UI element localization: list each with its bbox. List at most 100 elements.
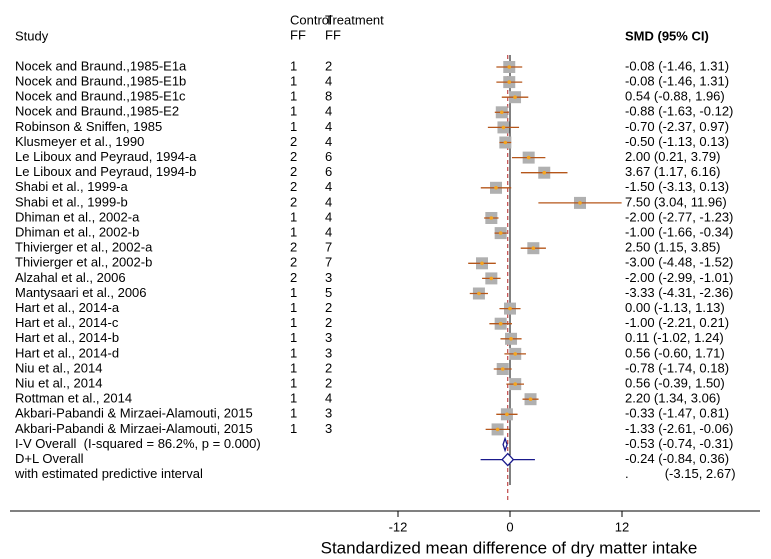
effect-label: -0.33 (-1.47, 0.81) xyxy=(625,406,729,421)
point-estimate xyxy=(498,231,503,235)
treatment-count: 6 xyxy=(325,149,332,164)
study-name: Nocek and Braund.,1985-E2 xyxy=(15,104,179,119)
control-count: 1 xyxy=(290,58,297,73)
point-estimate xyxy=(503,140,508,145)
effect-label: -0.78 (-1.74, 0.18) xyxy=(625,360,729,375)
control-count: 2 xyxy=(290,194,297,209)
point-estimate xyxy=(494,186,498,190)
point-estimate xyxy=(498,321,503,326)
point-estimate xyxy=(489,276,494,281)
study-name: Rottman et al., 2014 xyxy=(15,391,132,406)
treatment-count: 2 xyxy=(325,58,332,73)
treatment-count: 2 xyxy=(325,360,332,375)
point-estimate xyxy=(509,337,513,341)
study-name: Niu et al., 2014 xyxy=(15,376,102,391)
effect-label: -2.00 (-2.99, -1.01) xyxy=(625,270,733,285)
control-count: 1 xyxy=(290,391,297,406)
control-count: 1 xyxy=(290,421,297,436)
study-name: Le Liboux and Peyraud, 1994-a xyxy=(15,149,197,164)
treatment-count: 4 xyxy=(325,194,332,209)
study-name: Dhiman et al., 2002-b xyxy=(15,225,139,240)
effect-label: 7.50 (3.04, 11.96) xyxy=(625,194,727,209)
control-count: 1 xyxy=(290,315,297,330)
study-name: Thivierger et al., 2002-a xyxy=(15,240,153,255)
study-name: Klusmeyer et al., 1990 xyxy=(15,134,144,149)
control-count: 2 xyxy=(290,240,297,255)
study-name: Shabi et al., 1999-b xyxy=(15,194,128,209)
treatment-count: 2 xyxy=(325,315,332,330)
point-estimate xyxy=(542,170,547,175)
effect-label: -3.00 (-4.48, -1.52) xyxy=(625,255,733,270)
control-count: 1 xyxy=(290,330,297,345)
study-name: Alzahal et al., 2006 xyxy=(15,270,126,285)
treatment-header: FF xyxy=(325,27,341,42)
treatment-count: 4 xyxy=(325,119,332,134)
point-estimate xyxy=(513,382,518,386)
study-name: Hart et al., 2014-d xyxy=(15,345,119,360)
study-name: Niu et al., 2014 xyxy=(15,360,102,375)
control-count: 1 xyxy=(290,406,297,421)
treatment-count: 2 xyxy=(325,300,332,315)
effect-label: -1.33 (-2.61, -0.06) xyxy=(625,421,733,436)
control-count: 1 xyxy=(290,104,297,119)
effect-label: 0.54 (-0.88, 1.96) xyxy=(625,89,725,104)
point-estimate xyxy=(508,306,512,311)
effect-label: 0.11 (-1.02, 1.24) xyxy=(625,330,724,345)
study-name: Shabi et al., 1999-a xyxy=(15,179,129,194)
x-tick-label: -12 xyxy=(389,519,408,534)
study-name: Thivierger et al., 2002-b xyxy=(15,255,152,270)
effect-label: -1.00 (-1.66, -0.34) xyxy=(625,225,733,240)
treatment-count: 6 xyxy=(325,164,332,179)
treatment-count: 3 xyxy=(325,270,332,285)
point-estimate xyxy=(495,427,500,432)
overall-diamond xyxy=(501,452,515,467)
effect-label: -1.50 (-3.13, 0.13) xyxy=(625,179,729,194)
effect-label: -0.24 (-0.84, 0.36) xyxy=(625,451,729,466)
treatment-count: 4 xyxy=(325,391,332,406)
x-axis-title: Standardized mean difference of dry matt… xyxy=(321,538,698,557)
study-name: Robinson & Sniffen, 1985 xyxy=(15,119,162,134)
overall-name: D+L Overall xyxy=(15,451,84,466)
study-name: Hart et al., 2014-b xyxy=(15,330,119,345)
control-count: 1 xyxy=(290,225,297,240)
treatment-count: 3 xyxy=(325,330,332,345)
effect-label: . (-3.15, 2.67) xyxy=(625,466,736,481)
effect-header: SMD (95% CI) xyxy=(625,28,709,43)
study-name: Hart et al., 2014-c xyxy=(15,315,119,330)
predictive-name: with estimated predictive interval xyxy=(14,466,203,481)
control-count: 1 xyxy=(290,345,297,360)
effect-label: -0.70 (-2.37, 0.97) xyxy=(625,119,729,134)
overall-name: I-V Overall (I-squared = 86.2%, p = 0.00… xyxy=(15,436,261,451)
effect-label: -0.50 (-1.13, 0.13) xyxy=(625,134,729,149)
control-count: 1 xyxy=(290,376,297,391)
control-count: 1 xyxy=(290,74,297,89)
effect-label: -3.33 (-4.31, -2.36) xyxy=(625,285,733,300)
x-tick-label: 0 xyxy=(506,519,513,534)
study-name: Nocek and Braund.,1985-E1c xyxy=(15,89,186,104)
effect-label: 2.00 (0.21, 3.79) xyxy=(625,149,720,164)
effect-label: 2.20 (1.34, 3.06) xyxy=(625,391,720,406)
control-count: 1 xyxy=(290,209,297,224)
point-estimate xyxy=(507,80,512,84)
treatment-count: 4 xyxy=(325,134,332,149)
treatment-count: 7 xyxy=(325,240,332,255)
point-estimate xyxy=(578,201,582,205)
effect-label: -0.08 (-1.46, 1.31) xyxy=(625,74,729,89)
point-estimate xyxy=(507,65,512,69)
overall-diamond xyxy=(502,436,508,453)
treatment-count: 4 xyxy=(325,104,332,119)
control-count: 1 xyxy=(290,300,297,315)
control-count: 2 xyxy=(290,149,297,164)
effect-label: 3.67 (1.17, 6.16) xyxy=(625,164,720,179)
effect-label: -1.00 (-2.21, 0.21) xyxy=(625,315,729,330)
effect-label: 2.50 (1.15, 3.85) xyxy=(625,240,720,255)
effect-label: -0.08 (-1.46, 1.31) xyxy=(625,58,729,73)
treatment-header: Treatment xyxy=(325,12,384,27)
control-header: FF xyxy=(290,27,306,42)
control-count: 2 xyxy=(290,255,297,270)
control-count: 1 xyxy=(290,119,297,134)
treatment-count: 7 xyxy=(325,255,332,270)
point-estimate xyxy=(513,95,517,99)
point-estimate xyxy=(526,155,531,160)
